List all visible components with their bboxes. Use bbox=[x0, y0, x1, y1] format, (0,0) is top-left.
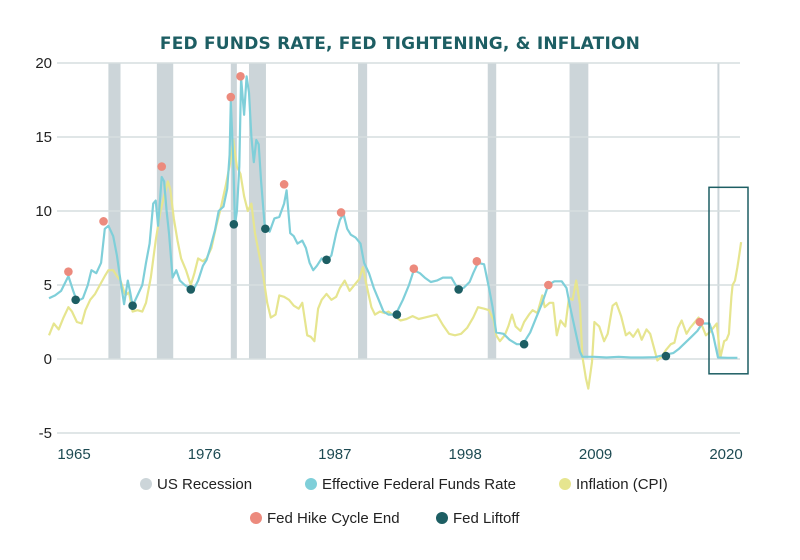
legend-label: Inflation (CPI) bbox=[576, 476, 668, 493]
y-axis-ticks: 20 15 10 5 0 -5 bbox=[35, 55, 52, 442]
hike-cycle-end-marker bbox=[157, 162, 167, 171]
liftoff-marker bbox=[322, 255, 331, 265]
legend-inflation: Inflation (CPI) bbox=[559, 476, 668, 493]
liftoff-marker bbox=[229, 220, 239, 229]
hike-cycle-end-marker bbox=[236, 72, 245, 81]
y-tick-label: -5 bbox=[39, 425, 52, 442]
hike-cycle-end-marker bbox=[336, 208, 346, 217]
chart-title: FED FUNDS RATE, FED TIGHTENING, & INFLAT… bbox=[160, 34, 640, 54]
legend-swatch bbox=[436, 512, 448, 524]
legend-label: US Recession bbox=[157, 476, 252, 493]
series-lines bbox=[47, 75, 743, 390]
hike-cycle-end-marker bbox=[99, 217, 108, 226]
liftoff-marker bbox=[392, 310, 402, 319]
hike-cycle-end-marker bbox=[409, 264, 419, 274]
x-tick-label: 1965 bbox=[57, 446, 90, 463]
liftoff-marker bbox=[71, 295, 80, 305]
inflation-cpi-line bbox=[47, 138, 743, 390]
hike-cycle-end-marker bbox=[279, 180, 289, 189]
legend-label: Fed Liftoff bbox=[453, 510, 520, 527]
x-tick-label: 1976 bbox=[188, 446, 221, 463]
hike-cycle-end-marker bbox=[695, 317, 705, 327]
liftoff-marker bbox=[519, 339, 529, 349]
legend-swatch bbox=[140, 478, 152, 490]
liftoff-marker bbox=[128, 301, 137, 311]
legend-swatch bbox=[305, 478, 317, 490]
legend-hike-cycle-end: Fed Hike Cycle End bbox=[250, 510, 400, 527]
y-tick-label: 10 bbox=[35, 203, 52, 220]
hike-cycle-end-marker bbox=[64, 267, 73, 276]
hike-cycle-end-marker bbox=[472, 257, 482, 266]
legend-fed-funds-rate: Effective Federal Funds Rate bbox=[305, 476, 516, 493]
y-tick-label: 15 bbox=[35, 129, 52, 146]
hike-cycle-end-marker bbox=[544, 280, 553, 290]
legend-swatch bbox=[559, 478, 571, 490]
legend-liftoff: Fed Liftoff bbox=[436, 510, 520, 527]
legend-label: Effective Federal Funds Rate bbox=[322, 476, 516, 493]
x-tick-label: 1987 bbox=[318, 446, 351, 463]
highlight-rectangle bbox=[708, 186, 749, 375]
y-tick-label: 0 bbox=[44, 351, 52, 368]
x-tick-label: 2009 bbox=[579, 446, 612, 463]
hike-cycle-end-marker bbox=[226, 92, 236, 102]
y-tick-label: 20 bbox=[35, 55, 52, 72]
x-tick-label: 2020 bbox=[709, 446, 742, 463]
legend-us-recession: US Recession bbox=[140, 476, 252, 493]
liftoff-marker bbox=[186, 285, 196, 294]
liftoff-marker bbox=[261, 224, 270, 234]
liftoff-marker bbox=[661, 351, 671, 361]
markers bbox=[64, 72, 705, 361]
x-axis-ticks: 1965 1976 1987 1998 2009 2020 bbox=[57, 446, 742, 463]
highlight-box bbox=[708, 186, 749, 375]
legend-label: Fed Hike Cycle End bbox=[267, 510, 400, 527]
legend: US Recession Effective Federal Funds Rate… bbox=[140, 476, 668, 527]
y-tick-label: 5 bbox=[44, 277, 52, 294]
liftoff-marker bbox=[454, 285, 463, 294]
x-tick-label: 1998 bbox=[449, 446, 482, 463]
legend-swatch bbox=[250, 512, 262, 524]
fed-funds-rate-line bbox=[48, 75, 738, 359]
gridlines bbox=[57, 62, 740, 434]
